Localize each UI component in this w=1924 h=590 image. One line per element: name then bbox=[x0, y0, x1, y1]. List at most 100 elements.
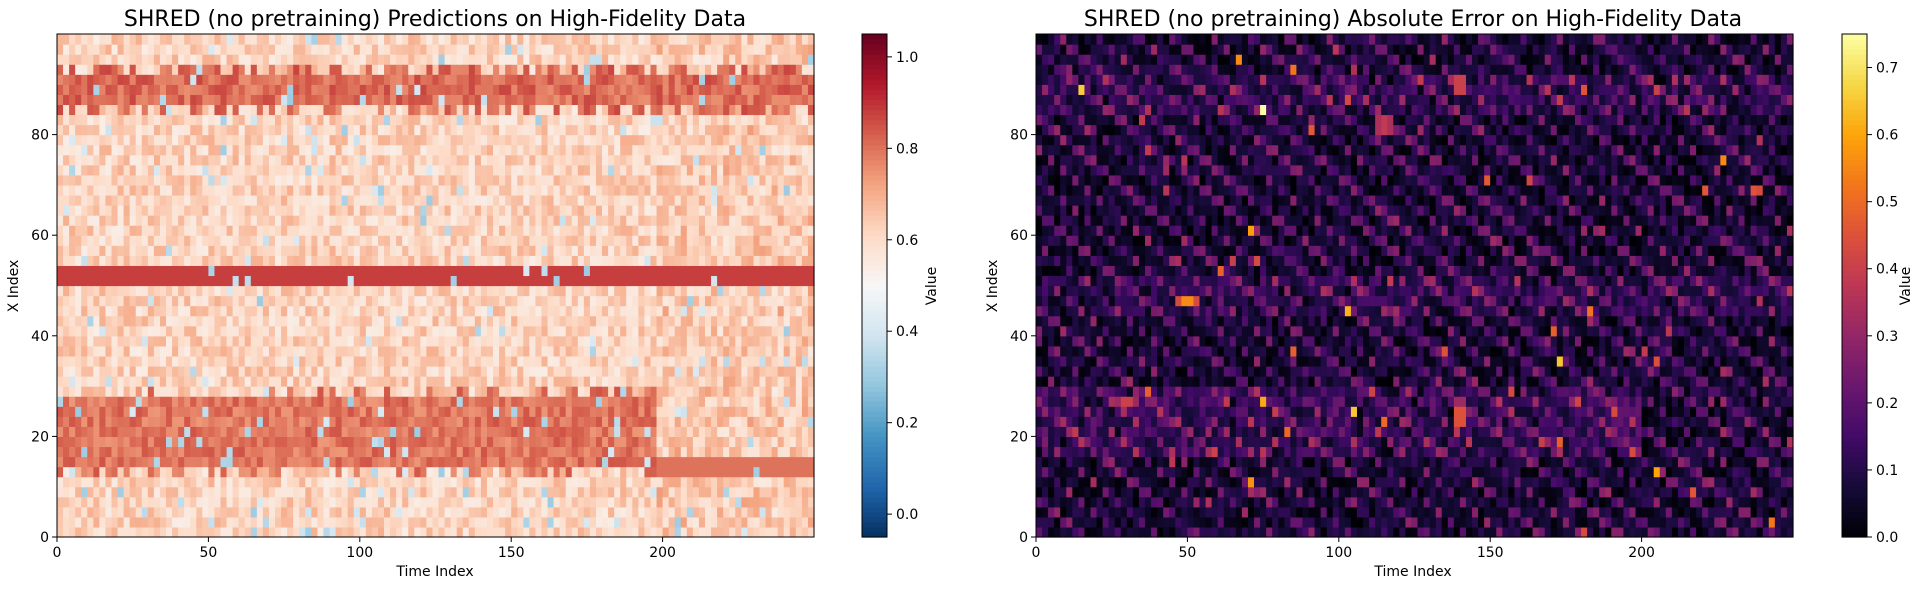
heatmap-cell bbox=[87, 144, 94, 156]
heatmap-cell bbox=[384, 205, 391, 216]
heatmap-cell bbox=[602, 194, 609, 206]
heatmap-cell bbox=[244, 345, 252, 357]
heatmap-cell bbox=[214, 104, 222, 116]
heatmap-cell bbox=[135, 526, 143, 538]
heatmap-cell bbox=[341, 205, 349, 216]
heatmap-cell bbox=[172, 516, 179, 528]
heatmap-cell bbox=[147, 285, 155, 297]
heatmap-cell bbox=[69, 446, 76, 458]
heatmap-cell bbox=[462, 526, 470, 538]
heatmap-cell bbox=[293, 315, 300, 327]
heatmap-cell bbox=[390, 496, 397, 508]
heatmap-cell bbox=[462, 386, 470, 397]
heatmap-cell bbox=[63, 325, 70, 337]
heatmap-cell bbox=[371, 154, 379, 166]
heatmap-cell bbox=[214, 275, 222, 287]
heatmap-cell bbox=[323, 486, 331, 498]
heatmap-cell bbox=[232, 406, 240, 417]
heatmap-cell bbox=[426, 94, 434, 106]
heatmap-cell bbox=[359, 456, 367, 468]
heatmap-cell bbox=[208, 255, 216, 266]
heatmap-cell bbox=[238, 215, 246, 226]
heatmap-cell bbox=[184, 406, 191, 417]
heatmap-cell bbox=[608, 325, 615, 337]
heatmap-cell bbox=[450, 174, 458, 186]
heatmap-cell bbox=[353, 154, 361, 166]
heatmap-cell bbox=[365, 205, 373, 216]
heatmap-cell bbox=[111, 104, 119, 116]
heatmap-cell bbox=[141, 104, 149, 116]
heatmap-cell bbox=[293, 516, 300, 528]
heatmap-cell bbox=[650, 34, 658, 45]
heatmap-cell bbox=[626, 355, 633, 367]
heatmap-cell bbox=[129, 315, 137, 327]
heatmap-cell bbox=[602, 164, 609, 176]
heatmap-cell bbox=[614, 446, 621, 458]
heatmap-cell bbox=[529, 54, 537, 65]
heatmap-cell bbox=[311, 365, 319, 377]
heatmap-cell bbox=[353, 305, 361, 317]
heatmap-cell bbox=[517, 436, 524, 448]
heatmap-cell bbox=[614, 386, 621, 397]
heatmap-cell bbox=[105, 275, 113, 287]
heatmap-cell bbox=[420, 426, 428, 437]
heatmap-cell bbox=[614, 416, 621, 427]
heatmap-cell bbox=[632, 174, 639, 186]
heatmap-cell bbox=[547, 34, 555, 45]
heatmap-cell bbox=[347, 174, 355, 186]
heatmap-cell bbox=[468, 426, 476, 437]
heatmap-cell bbox=[250, 496, 258, 508]
heatmap-cell bbox=[414, 174, 421, 186]
heatmap-cell bbox=[105, 285, 113, 297]
heatmap-cell bbox=[614, 104, 621, 116]
heatmap-cell bbox=[656, 184, 664, 196]
heatmap-cell bbox=[414, 456, 421, 468]
heatmap-cell bbox=[595, 436, 603, 448]
heatmap-cell bbox=[589, 154, 597, 166]
heatmap-cell bbox=[589, 235, 597, 246]
heatmap-cell bbox=[626, 436, 633, 448]
heatmap-cell bbox=[99, 476, 107, 488]
heatmap-cell bbox=[69, 144, 76, 156]
heatmap-cell bbox=[353, 104, 361, 116]
heatmap-cell bbox=[650, 265, 658, 277]
heatmap-cell bbox=[396, 456, 403, 468]
heatmap-cell bbox=[341, 355, 349, 367]
heatmap-cell bbox=[226, 164, 234, 176]
heatmap-cell bbox=[208, 44, 216, 55]
heatmap-cell bbox=[311, 335, 319, 347]
heatmap-cell bbox=[390, 184, 397, 196]
heatmap-cell bbox=[153, 456, 161, 468]
heatmap-cell bbox=[250, 295, 258, 307]
heatmap-cell bbox=[553, 486, 561, 498]
heatmap-cell bbox=[99, 34, 107, 45]
heatmap-cell bbox=[529, 64, 537, 75]
heatmap-cell bbox=[541, 456, 549, 468]
heatmap-cell bbox=[81, 205, 88, 216]
heatmap-cell bbox=[135, 205, 143, 216]
heatmap-cell bbox=[553, 104, 561, 116]
heatmap-cell bbox=[256, 84, 264, 95]
heatmap-cell bbox=[87, 255, 94, 266]
heatmap-cell bbox=[589, 396, 597, 407]
heatmap-cell bbox=[75, 365, 82, 377]
heatmap-cell bbox=[208, 365, 216, 377]
heatmap-cell bbox=[365, 345, 373, 357]
heatmap-cell bbox=[329, 74, 337, 85]
heatmap-cell bbox=[377, 285, 385, 297]
heatmap-cell bbox=[293, 84, 300, 95]
heatmap-cell bbox=[505, 235, 512, 246]
heatmap-cell bbox=[353, 466, 361, 478]
heatmap-cell bbox=[390, 295, 397, 307]
heatmap-cell bbox=[553, 54, 561, 65]
heatmap-cell bbox=[317, 285, 325, 297]
heatmap-cell bbox=[153, 265, 161, 277]
heatmap-cell bbox=[317, 245, 325, 256]
heatmap-cell bbox=[565, 74, 573, 85]
heatmap-cell bbox=[456, 54, 464, 65]
heatmap-cell bbox=[287, 205, 294, 216]
heatmap-cell bbox=[99, 104, 107, 116]
heatmap-cell bbox=[57, 486, 64, 498]
heatmap-cell bbox=[329, 456, 337, 468]
heatmap-cell bbox=[450, 526, 458, 538]
